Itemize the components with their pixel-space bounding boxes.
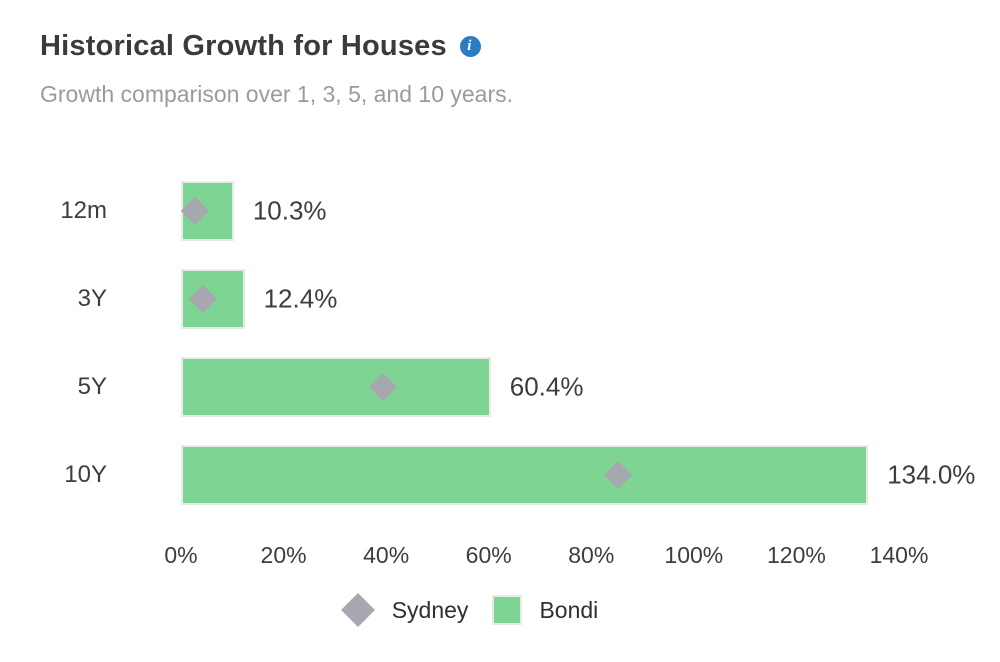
bar-value-label: 12.4% (263, 283, 338, 314)
chart-legend: Sydney Bondi (40, 593, 899, 627)
bondi-square-icon (492, 595, 523, 625)
chart-row-5y: 5Y 60.4% (40, 357, 1000, 417)
x-axis-tick-label: 120% (767, 542, 826, 568)
x-axis-tick-label: 60% (465, 542, 512, 568)
bondi-bar[interactable] (181, 357, 491, 417)
growth-bar-chart: 12m 10.3% 3Y 12.4% 5Y 60.4% 10Y 134.0% 0% 20% 40%… (40, 181, 1000, 627)
bar-value-label: 134.0% (887, 459, 976, 490)
plot-area: 12.4% (181, 269, 899, 329)
chart-rows: 12m 10.3% 3Y 12.4% 5Y 60.4% 10Y 134.0% (40, 181, 1000, 505)
legend-label: Sydney (391, 596, 469, 623)
x-axis-tick-label: 40% (363, 542, 410, 568)
page-title: Historical Growth for Houses (40, 30, 447, 62)
chart-row-10y: 10Y 134.0% (40, 445, 1000, 505)
category-label: 12m (60, 197, 107, 224)
legend-item-sydney[interactable]: Sydney (340, 593, 469, 627)
bondi-bar[interactable] (181, 445, 869, 505)
chart-row-12m: 12m 10.3% (40, 181, 1000, 241)
plot-area: 60.4% (181, 357, 899, 417)
bar-value-label: 60.4% (509, 371, 584, 402)
legend-label: Bondi (539, 596, 599, 623)
x-axis-tick-label: 100% (664, 542, 724, 568)
chart-row-3y: 3Y 12.4% (40, 269, 1000, 329)
x-axis-tick-label: 140% (869, 542, 929, 568)
plot-area: 134.0% (181, 445, 975, 505)
x-axis-tick-label: 80% (568, 542, 615, 568)
legend-item-bondi[interactable]: Bondi (492, 595, 598, 625)
x-axis: 0% 20% 40% 60% 80% 100% 120% 140% (164, 542, 928, 570)
info-icon[interactable]: i (459, 35, 481, 57)
bar-value-label: 10.3% (252, 195, 327, 226)
header: Historical Growth for Houses i (40, 26, 1000, 66)
sydney-diamond-icon (340, 593, 375, 627)
plot-area: 10.3% (180, 181, 899, 241)
category-label: 10Y (64, 461, 107, 488)
category-label: 5Y (77, 373, 107, 400)
chart-subtitle: Growth comparison over 1, 3, 5, and 10 y… (40, 81, 514, 107)
category-label: 3Y (77, 285, 107, 312)
x-axis-tick-label: 0% (164, 542, 198, 568)
x-axis-tick-label: 20% (260, 542, 307, 568)
